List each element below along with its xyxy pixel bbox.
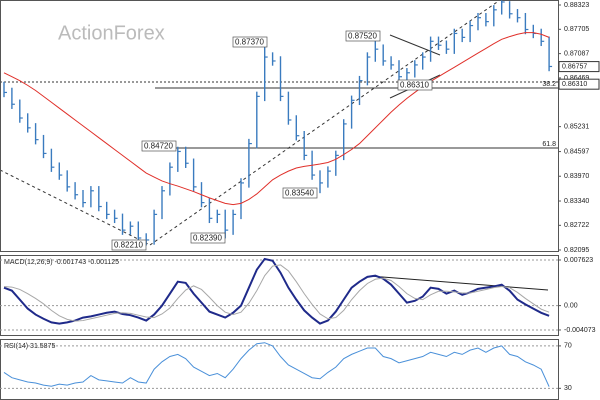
y-tick-label: -0.004073 [564,327,596,334]
y-tick-label: 0.87087 [564,50,589,57]
y-tick-label: 0.83970 [564,173,589,180]
fib-label: 38.2 [542,81,556,88]
annotation: 0.87370 [235,38,264,47]
y-tick-label: 0.85231 [564,123,589,130]
annotation-box [232,36,268,48]
y-tick-label: 0.87705 [564,26,589,33]
annotation-box [397,79,433,91]
y-tick-label: 0.84597 [564,148,589,155]
y-tick-label: 0.88323 [564,2,589,9]
level-price: 0.86310 [562,81,587,88]
current-price-box [558,61,600,73]
y-tick-label: 0.82722 [564,222,589,229]
fib-label: 61.8 [542,141,556,148]
annotation: 0.87520 [348,32,377,41]
annotation-box [345,30,381,42]
watermark: ActionForex [58,22,165,44]
annotation-box [282,187,318,199]
macd-title: MACD(12,26,9) -0.001743 -0.001125 [4,259,119,266]
y-tick-label: 30 [564,385,572,392]
y-tick-label: 0.82095 [564,247,589,254]
trend-line [149,0,501,246]
annotation: 0.86310 [400,81,429,90]
moving-average [3,32,550,206]
annotation-box [190,232,226,244]
current-price: 0.86757 [562,63,587,70]
triangle-line [389,34,441,56]
y-tick-label: 0.00 [564,302,578,309]
pane-frame [0,255,559,336]
annotation-box [141,140,177,152]
indicator-line [3,342,550,387]
annotation: 0.82390 [193,234,222,243]
level-price-box [558,78,600,90]
macd-trend-line [369,275,549,291]
trend-lines [0,0,558,291]
annotation: 0.83540 [285,189,314,198]
trend-line [0,169,151,246]
y-tick-label: 70 [564,343,572,350]
pane-frame [0,0,559,252]
y-tick-label: 0.86469 [564,75,589,82]
annotation-box [111,239,147,251]
annotation: 0.84720 [144,142,173,151]
y-tick-label: 0.83340 [564,198,589,205]
annotation: 0.82210 [114,241,143,250]
y-tick-label: 0.007623 [564,257,593,264]
indicator-line [3,264,550,322]
